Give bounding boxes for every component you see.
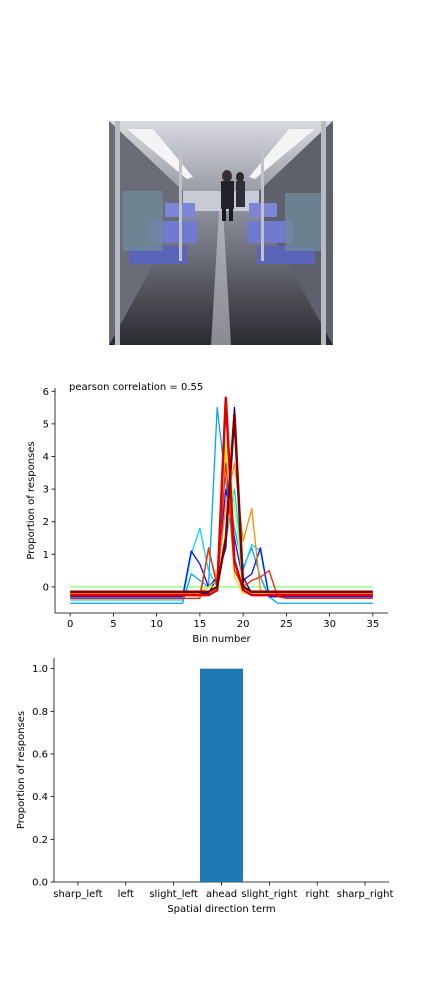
x-tick-label-slight_left: slight_left bbox=[149, 889, 198, 900]
x-tick-label: 5 bbox=[110, 619, 116, 630]
x-tick-label-slight_right: slight_right bbox=[241, 889, 297, 900]
x-tick-label: 35 bbox=[366, 619, 379, 630]
line-series-10 bbox=[70, 412, 373, 594]
bar-ahead bbox=[199, 668, 244, 882]
x-tick-label: 10 bbox=[150, 619, 163, 630]
x-tick-label: 25 bbox=[280, 619, 293, 630]
bar-chart: 0.0 0.2 0.4 0.6 0.8 1.0 sharp_left left slight_l… bbox=[16, 658, 393, 915]
y-tick-label: 2 bbox=[43, 517, 49, 528]
x-tick-label: 0 bbox=[67, 619, 73, 630]
y-tick-label: 0.0 bbox=[32, 878, 48, 889]
bar-chart-x-axis-label: Spatial direction term bbox=[167, 904, 275, 915]
x-tick-label-right: right bbox=[305, 889, 329, 900]
line-chart: 0 5 10 15 20 25 30 35 0 1 2 3 4 5 6 pearson correlatio… bbox=[26, 382, 388, 645]
bar-chart-axes: 0.0 0.2 0.4 0.6 0.8 1.0 sharp_left left slight_l… bbox=[32, 658, 393, 900]
x-tick-label: 20 bbox=[237, 619, 250, 630]
y-tick-label: 6 bbox=[43, 387, 49, 398]
y-tick-label: 0.2 bbox=[32, 835, 48, 846]
line-series-9 bbox=[70, 396, 373, 597]
bar-chart-y-axis-label: Proportion of responses bbox=[16, 711, 27, 829]
line-chart-y-axis-label: Proportion of responses bbox=[26, 441, 37, 559]
y-tick-label: 0 bbox=[43, 582, 49, 593]
x-tick-label: 15 bbox=[194, 619, 207, 630]
subway-car-interior-illustration bbox=[109, 121, 333, 345]
x-tick-label: 30 bbox=[323, 619, 336, 630]
y-tick-label: 1 bbox=[43, 550, 49, 561]
correlation-annotation: pearson correlation = 0.55 bbox=[69, 382, 203, 393]
y-tick-label: 3 bbox=[43, 485, 49, 496]
x-tick-label-left: left bbox=[118, 889, 134, 900]
subway-car-photo bbox=[109, 121, 333, 345]
y-tick-label: 4 bbox=[43, 452, 49, 463]
y-tick-label: 1.0 bbox=[32, 664, 48, 675]
line-chart-axes: 0 5 10 15 20 25 30 35 0 1 2 3 4 5 6 bbox=[43, 387, 388, 630]
bar-chart-bars-group bbox=[199, 668, 244, 882]
x-tick-label-ahead: ahead bbox=[206, 889, 237, 900]
y-tick-label: 0.4 bbox=[32, 792, 48, 803]
y-tick-label: 0.6 bbox=[32, 750, 48, 761]
x-tick-label-sharp_right: sharp_right bbox=[337, 889, 394, 900]
y-tick-label: 0.8 bbox=[32, 707, 48, 718]
line-chart-x-axis-label: Bin number bbox=[192, 634, 251, 645]
y-tick-label: 5 bbox=[43, 419, 49, 430]
x-tick-label-sharp_left: sharp_left bbox=[53, 889, 102, 900]
line-chart-series-group bbox=[70, 396, 373, 604]
